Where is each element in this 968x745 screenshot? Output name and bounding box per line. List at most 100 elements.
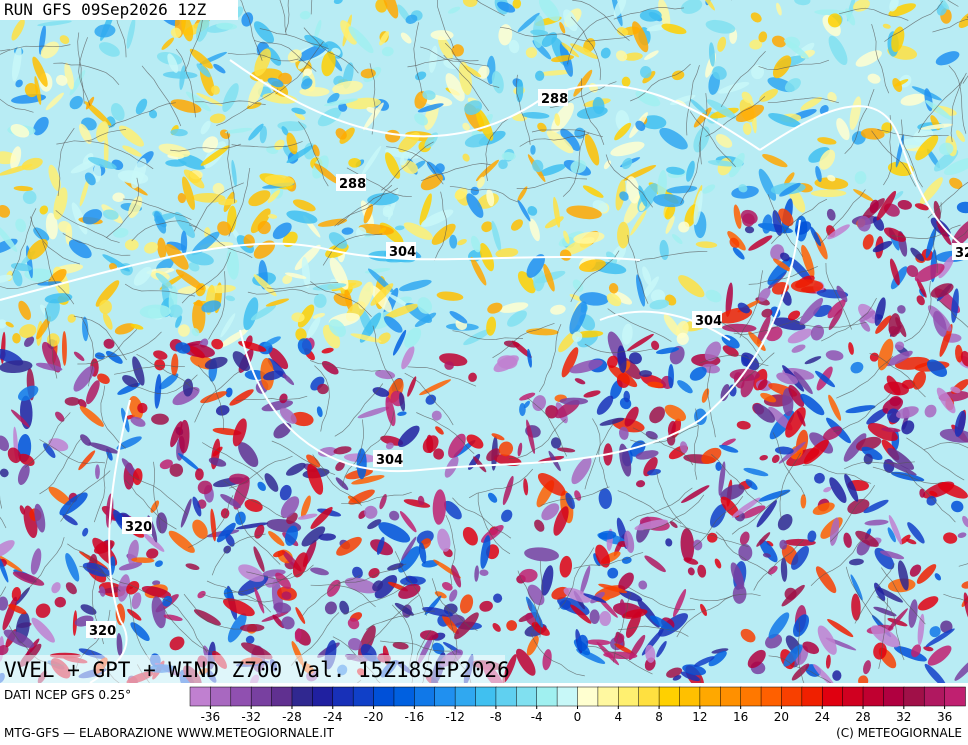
vvel-blob [403, 499, 431, 508]
vvel-blob [329, 257, 349, 290]
vvel-blob [322, 324, 341, 349]
wind-streamline [0, 278, 51, 290]
vvel-blob [225, 387, 233, 398]
vvel-blob [579, 259, 606, 272]
vvel-blob [392, 641, 409, 650]
vvel-blob [639, 370, 653, 378]
vvel-blob [498, 24, 513, 46]
vvel-blob [883, 227, 907, 242]
vvel-blob [370, 283, 394, 306]
wind-streamline [208, 271, 226, 340]
colorbar-swatch [638, 686, 660, 707]
contour-label: 288 [541, 92, 568, 107]
vvel-blob [399, 392, 406, 412]
vvel-blob [695, 241, 718, 249]
wind-streamline [739, 270, 763, 338]
vvel-blob [267, 77, 284, 88]
vvel-blob [887, 408, 901, 423]
wind-streamline [77, 32, 85, 104]
colorbar-swatch [821, 686, 844, 707]
vvel-blob [815, 370, 836, 388]
wind-streamline [266, 282, 339, 290]
vvel-blob [0, 540, 15, 558]
vvel-blob [189, 48, 213, 69]
vvel-blob [232, 418, 247, 447]
wind-streamline [372, 325, 399, 393]
vvel-blob [268, 347, 289, 370]
vvel-blob [379, 31, 390, 46]
vvel-blob [828, 394, 842, 421]
vvel-blob [800, 393, 825, 416]
vvel-blob [45, 92, 64, 111]
wind-streamline [131, 220, 197, 242]
vvel-blob [827, 224, 850, 240]
vvel-blob [773, 258, 792, 272]
vvel-blob [165, 244, 189, 270]
vvel-blob [710, 504, 727, 528]
wind-streamline [632, 427, 694, 466]
vvel-blob [499, 302, 529, 313]
wind-streamline [342, 419, 364, 486]
vvel-blob [671, 234, 683, 245]
vvel-blob [216, 22, 238, 30]
vvel-blob [378, 522, 411, 543]
vvel-blob [186, 251, 214, 266]
vvel-blob [154, 374, 162, 409]
vvel-blob [855, 50, 882, 67]
colorbar-swatch [271, 686, 293, 707]
vvel-blob [610, 141, 645, 157]
vvel-blob [84, 101, 112, 126]
contour-label: 32 [955, 246, 968, 261]
vvel-blob [736, 420, 751, 430]
vvel-blob [398, 546, 421, 573]
vvel-blob [385, 303, 419, 319]
vvel-blob [933, 310, 947, 337]
vvel-blob [13, 185, 33, 192]
vvel-blob [297, 304, 315, 328]
vvel-blob [367, 192, 399, 206]
vvel-blob [118, 125, 144, 147]
vvel-blob [850, 361, 864, 374]
wind-streamline [141, 65, 182, 127]
vvel-blob [384, 152, 401, 179]
wind-streamline [572, 0, 630, 41]
vvel-blob [682, 664, 707, 676]
wind-streamline [802, 464, 872, 484]
vvel-blob [327, 92, 340, 105]
label-bg [386, 242, 416, 259]
vvel-blob [414, 113, 428, 126]
vvel-blob [312, 312, 326, 319]
vvel-blob [254, 48, 271, 77]
vvel-blob [303, 68, 313, 77]
vvel-blob [671, 70, 685, 81]
vvel-blob [779, 539, 788, 550]
vvel-blob [191, 192, 226, 203]
wind-streamline [310, 281, 372, 318]
vvel-blob [827, 619, 854, 638]
vvel-blob [804, 356, 822, 365]
vvel-blob [15, 218, 27, 233]
vvel-blob [672, 675, 682, 681]
vvel-blob [317, 383, 329, 395]
vvel-blob [954, 657, 968, 681]
colorbar-swatch [658, 686, 681, 707]
vvel-blob [144, 242, 159, 254]
wind-streamline [381, 141, 434, 191]
vvel-blob [936, 220, 952, 245]
colorbar-tick-label: -24 [323, 710, 343, 724]
wind-streamline [170, 143, 242, 152]
vvel-blob [419, 193, 432, 226]
vvel-blob [580, 565, 591, 595]
vvel-blob [614, 122, 632, 141]
wind-streamline [334, 383, 384, 437]
vvel-blob [783, 39, 809, 60]
vvel-blob [132, 356, 145, 386]
vvel-blob [10, 124, 30, 138]
wind-streamline [918, 77, 965, 133]
vvel-blob [823, 486, 832, 493]
vvel-blob [384, 147, 421, 159]
vvel-blob [714, 558, 722, 569]
vvel-blob [557, 447, 576, 453]
vvel-blob [655, 347, 680, 355]
vvel-blob [7, 447, 22, 464]
